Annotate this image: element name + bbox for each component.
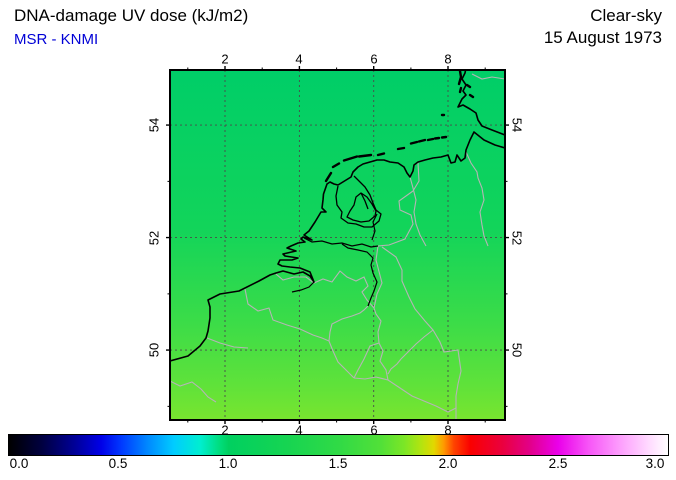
uv-dose-field: [170, 70, 505, 420]
ijsselmeer-outline: [335, 175, 382, 228]
page-title: DNA-damage UV dose (kJ/m2): [14, 6, 249, 25]
colorbar-gradient: [8, 434, 669, 456]
lon-label-top: 2: [221, 51, 229, 67]
country-borders: [244, 73, 505, 420]
lon-label-top: 4: [295, 51, 303, 67]
lon-label-top: 6: [370, 51, 378, 67]
lat-label-left: 54: [146, 117, 162, 133]
date-label: 15 August 1973: [543, 28, 662, 47]
lon-label-bottom: 2: [221, 422, 229, 438]
graticule-gridlines: [170, 70, 505, 420]
lat-label-left: 52: [146, 230, 162, 246]
coastline: [170, 70, 505, 362]
source-label: MSR - KNMI: [14, 31, 99, 48]
axis-major-ticks: [166, 66, 509, 424]
lat-label-right: 54: [509, 117, 525, 133]
colorbar-tick-label: 2.0: [438, 456, 458, 471]
colorbar-tick-label: 0.5: [108, 456, 128, 471]
lon-label-top: 8: [444, 51, 452, 67]
rivers-gray: [170, 151, 489, 408]
colorbar-tick-label: 3.0: [645, 456, 665, 471]
lon-label-bottom: 4: [295, 422, 303, 438]
lat-label-right: 52: [509, 230, 525, 246]
axis-minor-ticks: [167, 67, 508, 423]
map-plot: [166, 66, 509, 424]
map-frame: [169, 69, 506, 421]
colorbar-tick-label: 0.0: [9, 456, 29, 471]
lat-label-right: 50: [509, 342, 525, 358]
map-canvas: [166, 66, 509, 424]
colorbar-tick-label: 2.5: [548, 456, 568, 471]
condition-label: Clear-sky: [590, 6, 662, 25]
wadden-islands: [324, 70, 475, 183]
lon-label-bottom: 6: [370, 422, 378, 438]
colorbar-tick-label: 1.5: [328, 456, 348, 471]
colorbar-tick-label: 1.0: [218, 456, 238, 471]
rivers-black: [291, 213, 379, 307]
lat-label-left: 50: [146, 342, 162, 358]
lon-label-bottom: 8: [444, 422, 452, 438]
